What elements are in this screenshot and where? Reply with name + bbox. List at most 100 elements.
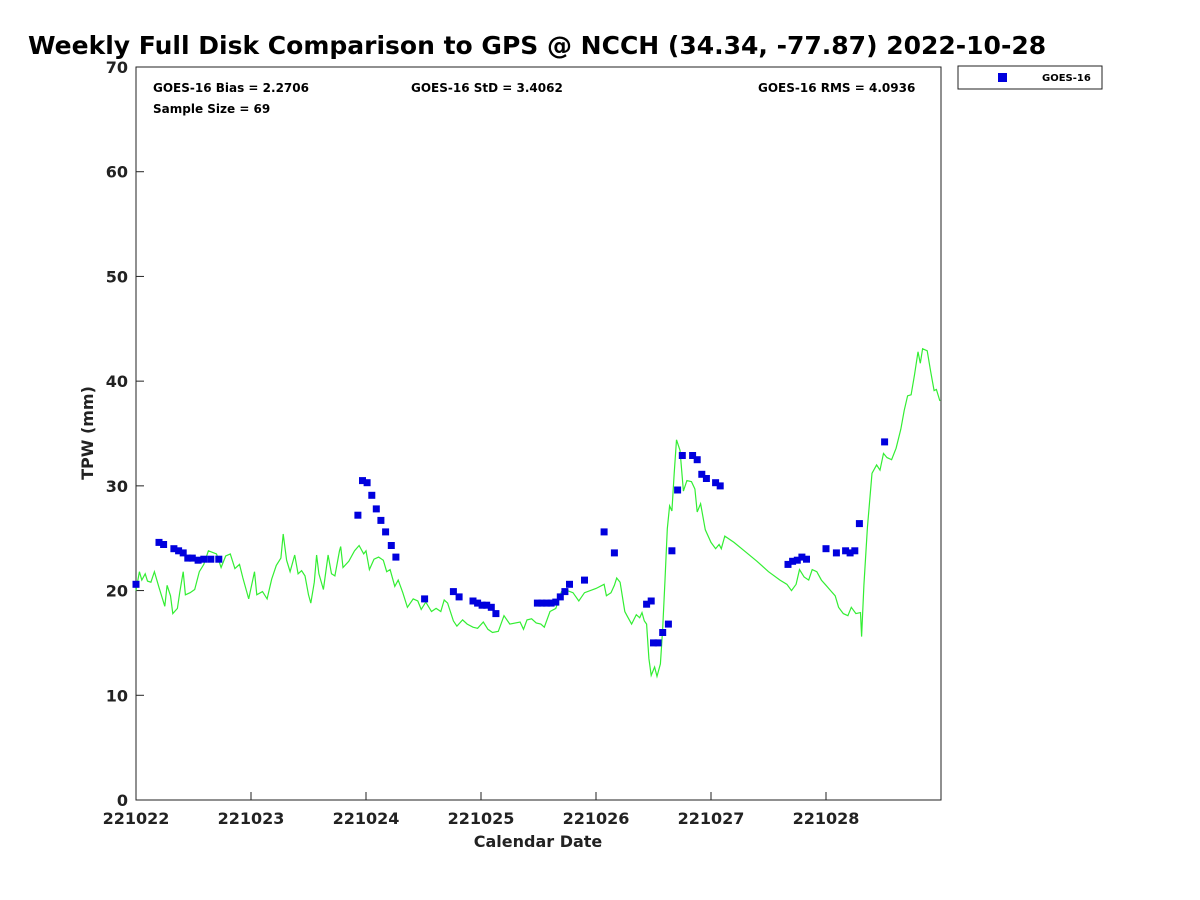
goes-16-point — [363, 479, 371, 487]
goes-16-point — [842, 547, 850, 555]
x-tick-label: 221023 — [218, 809, 285, 828]
goes-16-point — [483, 601, 491, 609]
goes-16-point — [698, 470, 706, 478]
legend-box — [957, 65, 1103, 90]
goes-16-point — [798, 553, 806, 561]
goes-16-point — [469, 597, 477, 605]
goes-16-point — [359, 477, 366, 485]
goes-16-point — [543, 599, 550, 607]
goes-16-point — [647, 597, 655, 605]
goes-16-point — [846, 549, 854, 557]
goes-16-point — [793, 556, 801, 564]
goes-16-point — [160, 541, 168, 548]
y-tick-label: 40 — [106, 372, 128, 391]
goes-16-point — [668, 547, 676, 555]
goes-16-point — [566, 580, 573, 588]
x-tick-label: 221024 — [333, 809, 400, 828]
x-tick-label: 221025 — [448, 809, 515, 828]
goes-16-point — [664, 620, 672, 628]
goes-16-point — [784, 560, 792, 568]
goes-16-point — [702, 475, 710, 482]
goes-16-point — [455, 593, 463, 601]
x-tick-label: 221028 — [793, 809, 860, 828]
goes-16-point — [581, 576, 588, 584]
x-axis-label: Calendar Date — [474, 832, 603, 851]
y-tick-label: 0 — [117, 791, 128, 810]
goes-16-point — [561, 588, 569, 596]
goes-16-point — [552, 598, 560, 606]
goes-16-point — [184, 554, 192, 562]
x-tick-label: 221022 — [103, 809, 170, 828]
goes-16-point — [803, 555, 810, 563]
goes-16-point — [155, 538, 163, 546]
goes-16-point — [600, 528, 608, 536]
goes-16-point — [132, 580, 140, 588]
y-tick-label: 10 — [106, 686, 128, 705]
y-axis-label: TPW (mm) — [78, 386, 97, 480]
goes-16-point — [492, 610, 500, 618]
x-tick-label: 221027 — [678, 809, 745, 828]
goes-16-point — [822, 545, 830, 553]
goes-16-point — [716, 482, 724, 490]
goes-16-point — [556, 593, 564, 601]
y-tick-label: 60 — [106, 163, 128, 182]
y-tick-label: 70 — [106, 58, 128, 77]
goes-16-point — [650, 639, 657, 647]
goes-16-point — [678, 452, 686, 459]
goes-16-point — [421, 595, 429, 603]
goes-16-point — [881, 438, 889, 446]
sample-size-stat: Sample Size = 69 — [153, 102, 270, 116]
goes-16-point — [851, 547, 859, 555]
y-axis: 0 10 20 30 40 50 60 70 — [106, 58, 144, 810]
legend-label-goes-16: GOES-16 — [1042, 73, 1091, 84]
goes-16-point — [610, 549, 618, 557]
bias-stat: GOES-16 Bias = 2.2706 — [153, 81, 309, 95]
goes-16-point — [207, 555, 215, 563]
goes-16-point — [354, 511, 362, 519]
legend: GOES-16 — [957, 65, 1103, 90]
goes-16-point — [832, 549, 840, 557]
y-tick-label: 20 — [106, 582, 128, 601]
goes-16-point — [175, 547, 183, 555]
goes-16-point — [538, 599, 546, 607]
goes-16-point — [789, 557, 797, 565]
y-tick-label: 30 — [106, 477, 128, 496]
legend-square-marker — [998, 73, 1007, 82]
x-tick-label: 221026 — [563, 809, 630, 828]
x-axis: 221022 221023 221024 221025 221026 221027 2210… — [103, 792, 860, 828]
goes-16-point — [179, 549, 187, 557]
plot-area — [135, 66, 942, 801]
goes-16-point — [689, 452, 697, 459]
goes-16-point — [855, 520, 863, 528]
goes-16-point — [368, 491, 376, 499]
goes-16-point — [377, 516, 385, 524]
goes-16-point — [474, 599, 482, 607]
goes-16-point — [547, 599, 555, 607]
goes-16-point — [712, 479, 720, 487]
goes-16-point — [659, 629, 667, 636]
goes-16-point — [170, 545, 178, 553]
goes-16-series — [132, 438, 889, 647]
std-stat: GOES-16 StD = 3.4062 — [411, 81, 563, 95]
gps-series-line — [135, 347, 941, 679]
goes-16-point — [478, 601, 486, 609]
goes-16-point — [533, 599, 541, 607]
goes-16-point — [188, 554, 196, 562]
chart-title: Weekly Full Disk Comparison to GPS @ NCC… — [28, 31, 1046, 60]
goes-16-point — [674, 486, 682, 494]
goes-16-point — [382, 528, 390, 536]
goes-16-point — [372, 505, 380, 513]
goes-16-point — [693, 456, 701, 464]
goes-16-point — [200, 555, 208, 563]
goes-16-point — [392, 553, 400, 561]
goes-16-point — [194, 556, 202, 564]
goes-16-point — [643, 600, 651, 608]
goes-16-point — [654, 639, 662, 647]
y-tick-label: 50 — [106, 267, 128, 286]
rms-stat: GOES-16 RMS = 4.0936 — [758, 81, 915, 95]
goes-16-point — [449, 588, 457, 596]
goes-16-point — [215, 555, 223, 563]
goes-16-point — [387, 542, 395, 549]
goes-16-point — [487, 603, 495, 611]
